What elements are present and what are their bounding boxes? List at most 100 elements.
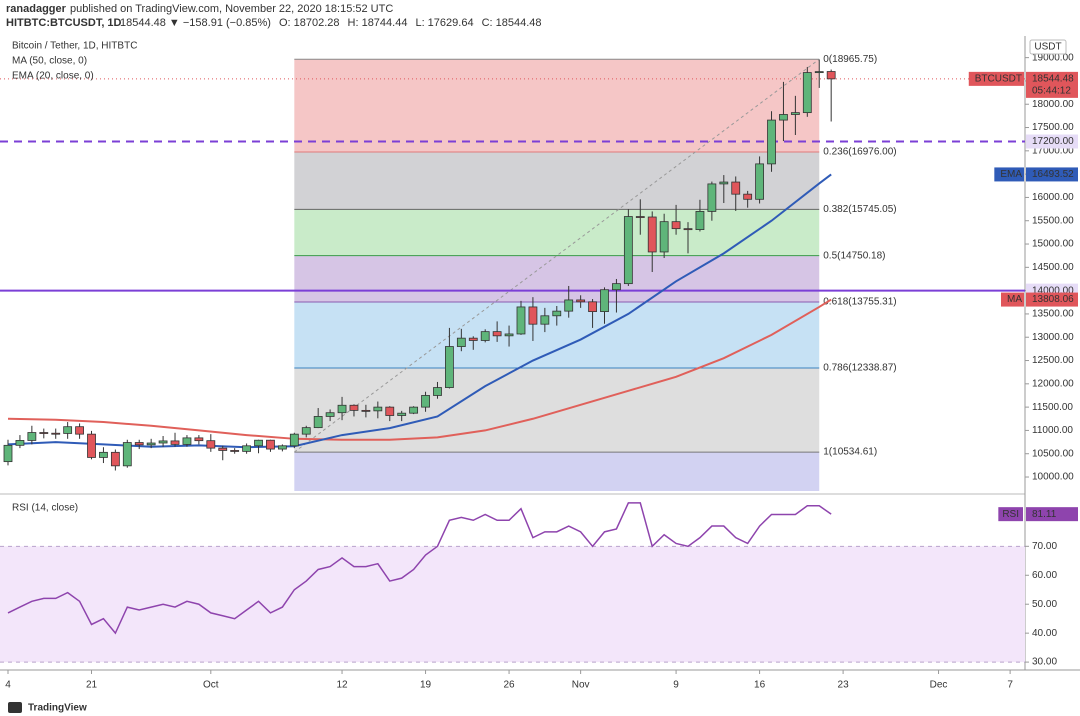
candle-body [3,444,13,463]
fib-label: 0.618(13755.31) [823,297,896,308]
published: published on TradingView.com, November 2… [70,3,393,15]
legend-entry: MA (50, close, 0) [12,56,87,67]
candle-body [516,306,526,335]
fib-label: 0.382(15745.05) [823,204,896,215]
candle-body [289,433,299,447]
candle-body [671,221,681,230]
level-box [1026,134,1078,149]
candle-body [349,404,359,411]
price-box [1026,167,1078,182]
candle-body [647,216,657,253]
chart-title: Bitcoin / Tether, 1D, HITBTC [12,41,137,52]
rsi-name: RSI [1002,509,1019,520]
candle-body [659,221,669,253]
candle-body [504,333,514,337]
candle-body [373,406,383,412]
brand-logo [8,702,22,713]
price-label-name: MA [1007,294,1022,305]
price-box [1026,71,1078,98]
candle-body [588,301,597,312]
price-box [1026,292,1078,307]
currency: USDT [1034,42,1061,53]
candle-body [87,433,96,458]
x-tick-label: 26 [503,680,515,691]
y-tick-label: 17000.00 [1032,145,1074,156]
price-label-name: BTCUSDT [975,74,1022,85]
candle-body [480,331,490,341]
rsi-line [7,502,832,635]
y-tick-label: 16000.00 [1032,192,1074,203]
candle-body [99,451,108,458]
currency-box [1029,39,1067,55]
candle-body [683,228,693,231]
candle-body [51,432,61,435]
candle-body [266,439,275,450]
quote: O: 18702.28 [279,17,340,29]
symbol: HITBTC:BTCUSDT, 1D [6,17,122,29]
candle-body [75,426,84,435]
y-tick-label: 14500.00 [1032,262,1074,273]
candle-body [170,440,180,445]
y-tick-label: 15000.00 [1032,239,1074,250]
y-tick-label: 10500.00 [1032,448,1074,459]
fib-label: 0.236(16976.00) [823,147,896,158]
x-tick-label: Dec [930,680,948,691]
candle-body [600,289,609,312]
price-label-name: EMA [1000,169,1022,180]
y-tick-label: 12500.00 [1032,355,1074,366]
candle-body [146,442,156,446]
candle-body [194,437,204,442]
candle-body [301,427,311,435]
quote: L: 17629.64 [415,17,473,29]
y-tick-label: 30.00 [1032,657,1057,668]
y-tick-label: 18000.00 [1032,99,1074,110]
price-label-value: 18544.48 [1032,74,1074,85]
candle-body [552,310,562,317]
candle-body [779,114,788,121]
candle-body [337,404,347,414]
candle-body [468,337,478,341]
candle-body [743,193,753,200]
candle-body [206,440,216,449]
candle-body [564,299,574,312]
candle-body [528,306,538,325]
x-tick-label: 21 [86,680,98,691]
y-tick-label: 70.00 [1032,541,1057,552]
y-tick-label: 19000.00 [1032,52,1074,63]
level-label: 17200.00 [1032,136,1074,147]
quote: 18544.48 ▼ −158.91 (−0.85%) [120,17,271,29]
y-tick-label: 15500.00 [1032,215,1074,226]
x-tick-label: 9 [673,680,679,691]
candle-body [719,181,729,185]
candle-body [802,72,812,114]
candle-body [361,409,371,412]
x-tick-label: 16 [754,680,766,691]
x-tick-label: 12 [336,680,348,691]
price-name-box [994,167,1024,182]
candle-body [456,337,466,347]
rsi-box [1026,507,1078,522]
y-tick-label: 13500.00 [1032,309,1074,320]
fib-band [294,452,820,491]
fib-band [294,151,820,210]
fib-label: 0.5(14750.18) [823,250,885,261]
fib-trend [294,58,820,453]
candle-body [635,216,645,218]
quote: C: 18544.48 [482,17,542,29]
candle-body [218,447,228,451]
price-name-box [968,71,1024,86]
y-tick-label: 50.00 [1032,599,1057,610]
candle-body [397,412,407,416]
author: ranadagger [6,3,67,15]
indicator-line [7,298,832,441]
candle-body [731,181,741,195]
quote: H: 18744.44 [348,17,408,29]
x-tick-label: 7 [1007,680,1013,691]
candle-body [421,395,430,408]
y-tick-label: 17500.00 [1032,122,1074,133]
fib-band [294,255,820,303]
fib-label: 0.786(12338.87) [823,363,896,374]
price-label-value: 13808.06 [1032,294,1074,305]
candle-body [182,437,192,445]
